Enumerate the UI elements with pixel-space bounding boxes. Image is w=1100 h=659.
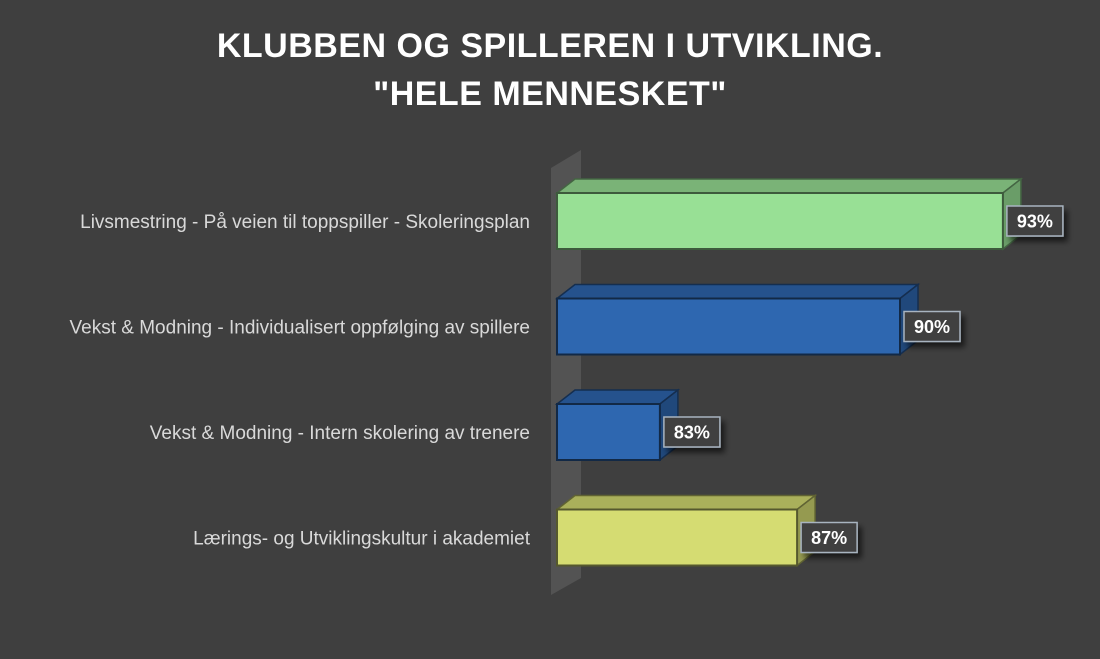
category-label: Lærings- og Utviklingskultur i akademiet <box>193 529 531 550</box>
category-label: Vekst & Modning - Intern skolering av tr… <box>150 423 530 444</box>
bar-top-face <box>554 283 921 300</box>
category-label: Vekst & Modning - Individualisert oppføl… <box>70 318 530 339</box>
bar-top-face <box>554 178 1024 194</box>
data-label-box <box>663 416 721 448</box>
bar <box>556 403 661 461</box>
bar <box>556 297 901 356</box>
data-label: 83% <box>674 423 710 443</box>
bar <box>556 508 799 567</box>
bar <box>556 192 1004 250</box>
data-label-box <box>903 310 961 343</box>
category-label: Livsmestring - På veien til toppspiller … <box>80 212 530 233</box>
data-label: 93% <box>1017 212 1053 232</box>
axis-wall <box>551 150 581 595</box>
chart-title-line-2: "HELE MENNESKET" <box>373 75 727 113</box>
bar-top-face <box>554 494 818 511</box>
data-label: 90% <box>914 317 950 337</box>
data-label-box <box>1006 205 1064 237</box>
chart-title: KLUBBEN OG SPILLEREN I UTVIKLING. "HELE … <box>0 22 1100 118</box>
data-label: 87% <box>811 528 847 548</box>
data-label-box <box>800 521 858 554</box>
bar-top-face <box>554 389 681 405</box>
chart-title-line-1: KLUBBEN OG SPILLEREN I UTVIKLING. <box>216 27 884 65</box>
